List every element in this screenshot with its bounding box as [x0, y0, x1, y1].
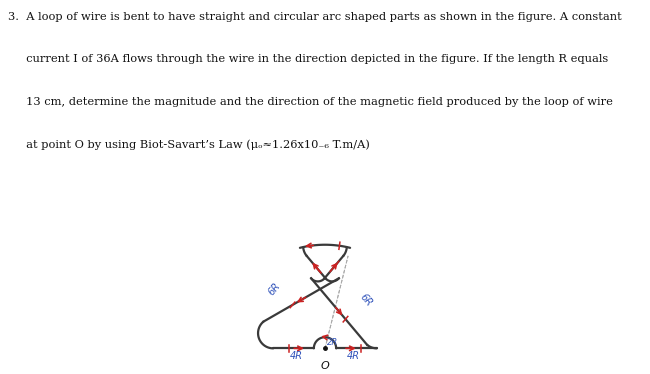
Text: 4R: 4R: [347, 351, 360, 361]
Text: current I of 36A flows through the wire in the direction depicted in the figure.: current I of 36A flows through the wire …: [8, 54, 608, 64]
Text: at point O by using Biot-Savart’s Law (μₒ≈1.26x10₋₆ T.m/A): at point O by using Biot-Savart’s Law (μ…: [8, 140, 370, 150]
Text: 6R: 6R: [358, 292, 374, 309]
Text: O: O: [320, 361, 330, 371]
Text: 4R: 4R: [290, 351, 303, 361]
Text: 2R: 2R: [326, 338, 338, 347]
Text: 6R: 6R: [266, 280, 282, 297]
Text: 3.  A loop of wire is bent to have straight and circular arc shaped parts as sho: 3. A loop of wire is bent to have straig…: [8, 12, 621, 22]
Text: 13 cm, determine the magnitude and the direction of the magnetic field produced : 13 cm, determine the magnitude and the d…: [8, 97, 613, 107]
